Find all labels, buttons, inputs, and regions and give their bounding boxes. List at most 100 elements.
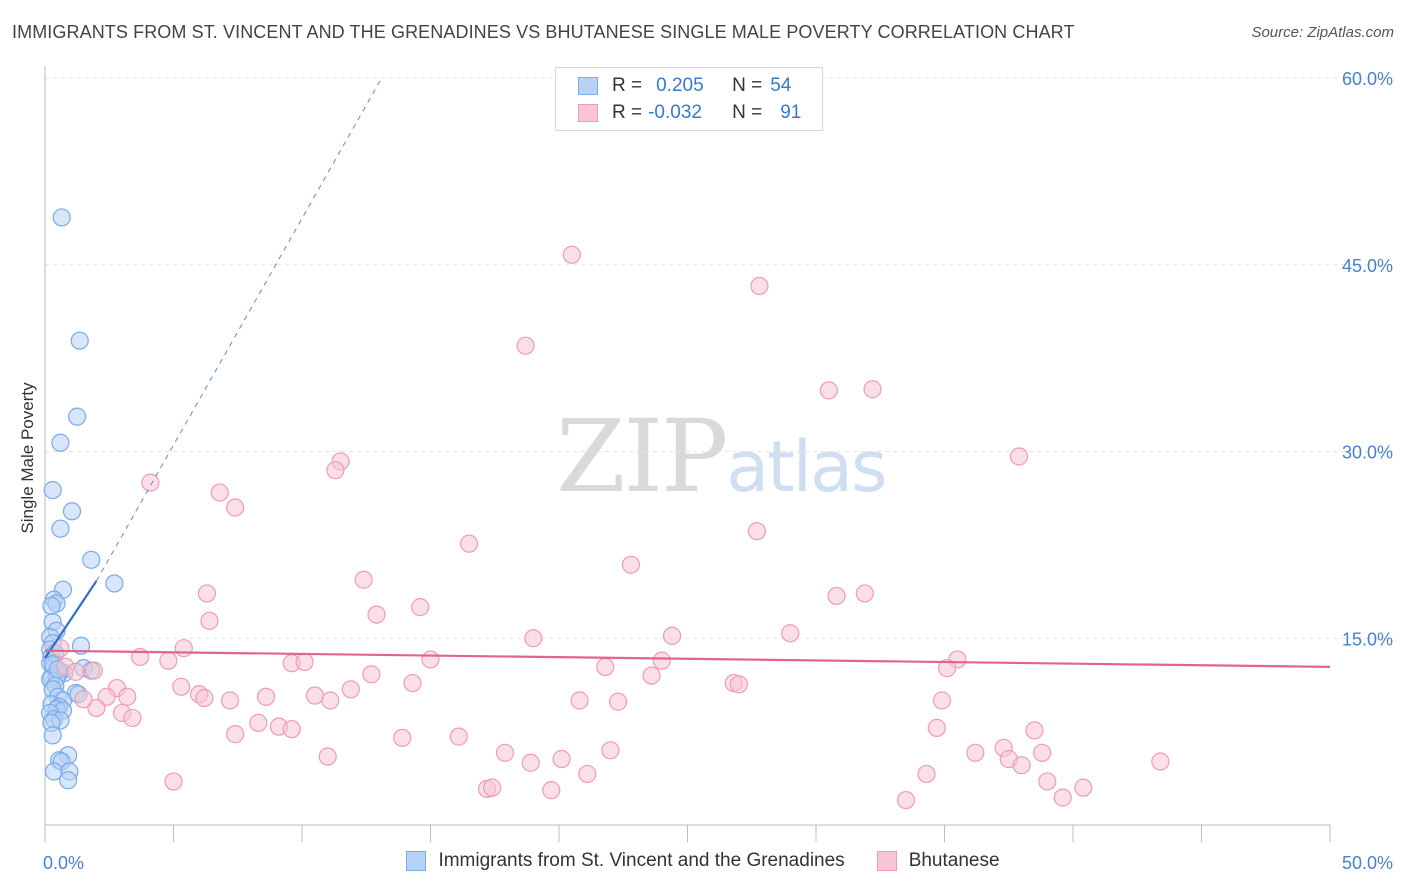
point-bhutanese — [321, 691, 340, 710]
point-bhutanese — [516, 336, 535, 355]
point-bhutanese — [326, 461, 345, 480]
point-bhutanese — [1033, 743, 1052, 762]
stats-r-value: -0.032 — [648, 102, 702, 123]
stats-r-label: R = — [612, 75, 643, 96]
grid-lines — [45, 77, 1392, 639]
stats-n-value: 91 — [780, 102, 802, 123]
point-bhutanese — [562, 245, 581, 264]
point-bhutanese — [200, 611, 219, 630]
legend-label-immigrants: Immigrants from St. Vincent and the Gren… — [438, 850, 845, 871]
trend-line-immigrants — [44, 580, 98, 659]
y-tick-label: 60.0% — [1342, 69, 1393, 89]
stats-n-label: N = — [732, 75, 763, 96]
tick-labels: 15.0% 30.0% 45.0% 60.0% 0.0% 50.0% — [43, 69, 1393, 873]
point-bhutanese — [367, 605, 386, 624]
point-bhutanese — [827, 586, 846, 606]
point-bhutanese — [750, 276, 769, 296]
point-bhutanese — [421, 650, 440, 669]
point-bhutanese — [917, 764, 936, 784]
point-bhutanese — [220, 691, 240, 710]
point-bhutanese — [195, 688, 214, 708]
point-bhutanese — [197, 584, 217, 603]
point-bhutanese — [226, 498, 245, 517]
point-bhutanese — [118, 687, 137, 706]
point-bhutanese — [354, 570, 373, 589]
point-bhutanese — [1025, 721, 1044, 740]
point-immigrants — [51, 519, 70, 538]
point-bhutanese — [729, 675, 749, 694]
point-bhutanese — [1009, 447, 1029, 466]
point-bhutanese — [74, 690, 93, 709]
point-immigrants — [68, 407, 87, 426]
stats-r-label: R = — [612, 102, 643, 123]
point-bhutanese — [393, 728, 412, 747]
series-immigrants-svg — [41, 208, 124, 790]
y-tick-label: 15.0% — [1342, 629, 1393, 649]
stats-row-bhutanese: R = -0.032 N = 91 — [556, 100, 801, 126]
point-bhutanese — [966, 743, 985, 762]
source-label: Source: ZipAtlas.com — [1251, 24, 1394, 41]
point-bhutanese — [521, 753, 540, 772]
point-bhutanese — [403, 673, 422, 693]
y-tick-label: 45.0% — [1342, 256, 1393, 276]
point-bhutanese — [652, 651, 671, 670]
point-bhutanese — [449, 727, 468, 746]
watermark-zip: ZIP — [556, 398, 728, 515]
point-immigrants — [43, 726, 62, 745]
x-tick-label: 0.0% — [43, 853, 84, 873]
legend-swatch-pink — [876, 851, 897, 871]
y-tick-label: 30.0% — [1342, 443, 1393, 463]
point-immigrants — [62, 502, 82, 521]
point-bhutanese — [596, 657, 615, 676]
legend: Immigrants from St. Vincent and the Gren… — [0, 850, 1406, 872]
point-bhutanese — [662, 626, 682, 645]
point-immigrants — [82, 550, 101, 569]
point-bhutanese — [341, 680, 360, 699]
point-bhutanese — [819, 381, 838, 400]
point-bhutanese — [927, 718, 946, 737]
point-bhutanese — [159, 651, 178, 670]
point-immigrants — [71, 636, 91, 655]
point-bhutanese — [524, 629, 543, 648]
legend-item-immigrants[interactable]: Immigrants from St. Vincent and the Gren… — [406, 850, 845, 872]
trend-line-bhutanese — [44, 649, 1331, 668]
point-bhutanese — [226, 725, 245, 744]
point-bhutanese — [932, 691, 952, 710]
point-bhutanese — [609, 692, 628, 711]
trend-lines — [44, 77, 1331, 668]
legend-label-bhutanese: Bhutanese — [908, 850, 1000, 871]
point-immigrants — [43, 480, 62, 500]
point-bhutanese — [1074, 778, 1093, 797]
point-bhutanese — [305, 686, 324, 705]
point-bhutanese — [863, 380, 882, 399]
point-bhutanese — [411, 598, 430, 617]
point-bhutanese — [123, 708, 142, 728]
stats-n-label: N = — [732, 102, 763, 123]
point-bhutanese — [601, 741, 620, 760]
point-bhutanese — [459, 534, 479, 553]
point-immigrants — [105, 574, 124, 593]
legend-item-bhutanese[interactable]: Bhutanese — [876, 850, 1000, 872]
point-bhutanese — [1053, 788, 1072, 807]
point-bhutanese — [362, 665, 381, 684]
stats-r-value: 0.205 — [656, 75, 704, 96]
point-immigrants — [70, 331, 89, 350]
point-bhutanese — [483, 778, 502, 797]
stats-n-value: 54 — [770, 75, 792, 96]
point-bhutanese — [1151, 752, 1170, 771]
stats-box: R = 0.205 N = 54 R = -0.032 N = 91 — [555, 67, 823, 131]
chart-title: IMMIGRANTS FROM ST. VINCENT AND THE GREN… — [12, 22, 1075, 42]
point-bhutanese — [937, 659, 957, 678]
point-bhutanese — [172, 677, 191, 696]
watermark-atlas: atlas — [726, 426, 887, 508]
point-bhutanese — [855, 584, 874, 603]
watermark: ZIPatlas — [556, 398, 887, 515]
point-bhutanese — [295, 652, 314, 672]
point-bhutanese — [1012, 756, 1031, 775]
point-bhutanese — [282, 720, 301, 739]
point-bhutanese — [97, 687, 116, 706]
point-bhutanese — [570, 691, 589, 710]
stats-swatch-pink — [578, 104, 598, 122]
series-bhutanese — [51, 100, 1170, 810]
